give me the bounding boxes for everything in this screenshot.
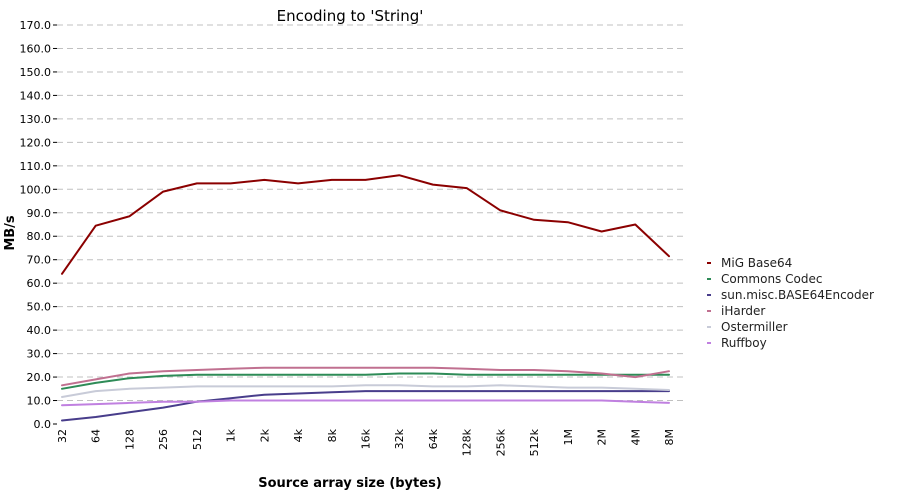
x-axis-label: Source array size (bytes) bbox=[258, 476, 442, 491]
x-tick-label: 32k bbox=[393, 428, 406, 449]
x-tick-label: 2k bbox=[258, 428, 271, 442]
y-tick-label: 130.0 bbox=[20, 113, 52, 126]
series-line-iharder bbox=[61, 366, 670, 387]
x-tick-label: 1M bbox=[562, 429, 575, 446]
y-tick-label: 10.0 bbox=[27, 395, 52, 408]
y-tick-label: 140.0 bbox=[20, 89, 52, 102]
x-tick-label: 64 bbox=[90, 429, 103, 443]
x-tick-label: 8k bbox=[326, 428, 339, 442]
y-tick-label: 80.0 bbox=[27, 230, 52, 243]
y-tick-label: 120.0 bbox=[20, 136, 52, 149]
x-tick-label: 16k bbox=[360, 428, 373, 449]
y-tick-label: 40.0 bbox=[27, 324, 52, 337]
x-tick-label: 512k bbox=[528, 428, 541, 456]
legend-entry: Ostermiller bbox=[721, 320, 788, 334]
legend-entry: MiG Base64 bbox=[721, 256, 792, 270]
y-axis-label: MB/s bbox=[3, 215, 18, 251]
x-tick-label: 256 bbox=[157, 429, 170, 450]
series-line-ostermiller bbox=[61, 384, 670, 398]
x-tick-label: 8M bbox=[663, 429, 676, 446]
y-tick-label: 170.0 bbox=[20, 19, 52, 32]
legend-entry: Commons Codec bbox=[721, 272, 822, 286]
x-tick-label: 4k bbox=[292, 428, 305, 442]
legend-entry: iHarder bbox=[721, 304, 765, 318]
x-tick-label: 32 bbox=[56, 429, 69, 443]
x-tick-label: 128 bbox=[123, 429, 136, 450]
chart-title: Encoding to 'String' bbox=[277, 7, 424, 25]
y-tick-label: 70.0 bbox=[27, 254, 52, 267]
y-tick-label: 30.0 bbox=[27, 348, 52, 361]
x-tick-label: 2M bbox=[596, 429, 609, 446]
axis-layer: 0.0 10.0 20.0 30.0 40.0 50.0 60.0 70.0 80.0 90.0 1… bbox=[20, 19, 677, 456]
y-tick-label: 100.0 bbox=[20, 183, 52, 196]
series-layer bbox=[61, 174, 670, 422]
y-tick-label: 90.0 bbox=[27, 207, 52, 220]
x-tick-label: 1k bbox=[225, 428, 238, 442]
y-tick-label: 50.0 bbox=[27, 301, 52, 314]
y-tick-label: 20.0 bbox=[27, 371, 52, 384]
series-line-ruffboy bbox=[61, 399, 670, 407]
legend: MiG Base64 Commons Codec sun.misc.BASE64En… bbox=[707, 256, 874, 350]
x-tick-label: 256k bbox=[494, 428, 507, 456]
series-line-sun-misc-base64encoder bbox=[61, 390, 670, 422]
legend-entry: sun.misc.BASE64Encoder bbox=[721, 288, 874, 302]
y-tick-label: 150.0 bbox=[20, 66, 52, 79]
series-line-commons-codec bbox=[61, 372, 670, 390]
x-tick-label: 4M bbox=[629, 429, 642, 446]
y-tick-label: 0.0 bbox=[34, 418, 52, 431]
x-tick-label: 64k bbox=[427, 428, 440, 449]
grid-layer bbox=[57, 24, 686, 402]
y-tick-label: 160.0 bbox=[20, 42, 52, 55]
x-tick-label: 512 bbox=[191, 429, 204, 450]
series-line-mig-base64 bbox=[61, 174, 670, 275]
y-tick-label: 110.0 bbox=[20, 160, 52, 173]
x-tick-label: 128k bbox=[461, 428, 474, 456]
y-tick-label: 60.0 bbox=[27, 277, 52, 290]
legend-entry: Ruffboy bbox=[721, 336, 767, 350]
